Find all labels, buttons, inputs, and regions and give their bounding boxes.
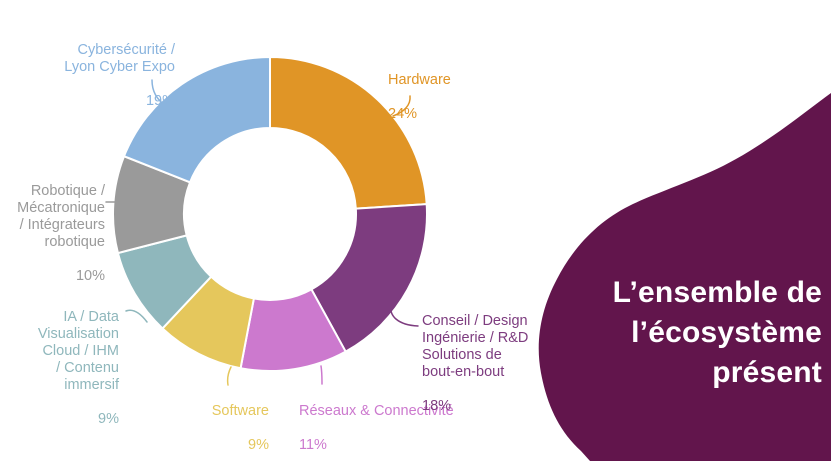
slice-conseil xyxy=(310,203,428,353)
slice-cyber xyxy=(123,56,271,184)
page-title: L’ensemble de l’écosystème présent xyxy=(612,276,822,389)
leader-line-ia-data xyxy=(125,309,148,323)
label-hardware: Hardware 24% xyxy=(388,55,451,140)
label-ia-data-pct: 9% xyxy=(98,411,119,427)
leader-line-reseaux xyxy=(320,365,323,385)
label-cybersecurite: Cybersécurité / Lyon Cyber Expo 19% xyxy=(64,25,175,127)
label-software-pct: 9% xyxy=(248,437,269,453)
accent-blob xyxy=(538,93,831,461)
label-reseaux-text: Réseaux & Connectivité xyxy=(299,403,454,419)
label-robotique-text: Robotique / Mécatronique / Intégrateurs … xyxy=(17,183,105,250)
leader-lines xyxy=(105,79,419,386)
label-hardware-text: Hardware xyxy=(388,72,451,88)
label-conseil-text: Conseil / Design Ingénierie / R&D Soluti… xyxy=(422,313,529,380)
label-cybersecurite-text: Cybersécurité / Lyon Cyber Expo xyxy=(64,42,175,75)
label-ia-data-text: IA / Data Visualisation Cloud / IHM / Co… xyxy=(37,309,119,393)
infographic-canvas: Cybersécurité / Lyon Cyber Expo 19% Hard… xyxy=(17,25,831,461)
slice-hardware xyxy=(269,56,428,210)
label-cybersecurite-pct: 19% xyxy=(145,93,175,109)
label-robotique-pct: 10% xyxy=(75,268,105,284)
label-hardware-pct: 24% xyxy=(388,106,418,122)
label-software: Software 9% xyxy=(212,386,269,471)
label-conseil: Conseil / Design Ingénierie / R&D Soluti… xyxy=(422,296,528,432)
donut-slices xyxy=(112,56,428,372)
label-reseaux-pct: 11% xyxy=(299,437,327,453)
leader-line-conseil xyxy=(390,304,419,327)
label-conseil-pct: 18% xyxy=(422,398,452,414)
label-software-text: Software xyxy=(211,403,269,419)
label-robotique: Robotique / Mécatronique / Intégrateurs … xyxy=(17,166,105,302)
leader-line-software xyxy=(226,366,232,386)
label-reseaux: Réseaux & Connectivité 11% xyxy=(299,386,454,471)
leader-line-hardware xyxy=(392,95,411,117)
leader-line-cyber xyxy=(151,79,168,108)
donut-chart xyxy=(105,56,831,461)
label-ia-data: IA / Data Visualisation Cloud / IHM / Co… xyxy=(38,292,119,445)
